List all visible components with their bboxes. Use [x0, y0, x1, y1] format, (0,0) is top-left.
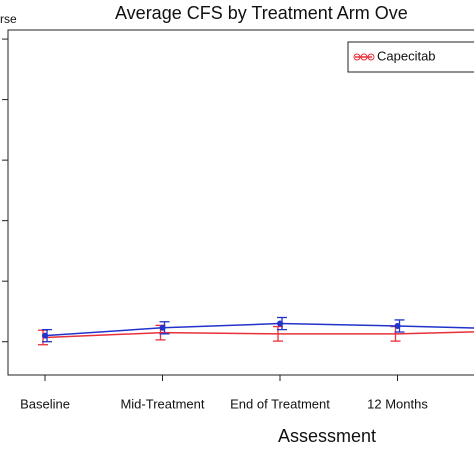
legend-marker — [353, 53, 361, 61]
point — [42, 332, 48, 339]
annotation: rse — [0, 12, 17, 26]
x-tick-label: Mid-Treatment — [120, 396, 204, 411]
x-tick-label: 12 Months — [367, 396, 428, 411]
series-line — [44, 331, 474, 339]
plot-frame — [7, 29, 474, 376]
chart-title: Average CFS by Treatment Arm Ove — [115, 3, 408, 23]
x-tick-label: End of Treatment — [230, 396, 330, 411]
point — [159, 324, 166, 331]
legend-marker — [367, 53, 375, 61]
x-axis-label: Assessment — [278, 426, 376, 446]
x-tick-label: Baseline — [20, 396, 70, 411]
point — [394, 322, 401, 329]
legend-label: Capecitab — [377, 48, 436, 63]
legend-marker — [360, 53, 368, 61]
point — [277, 320, 283, 327]
